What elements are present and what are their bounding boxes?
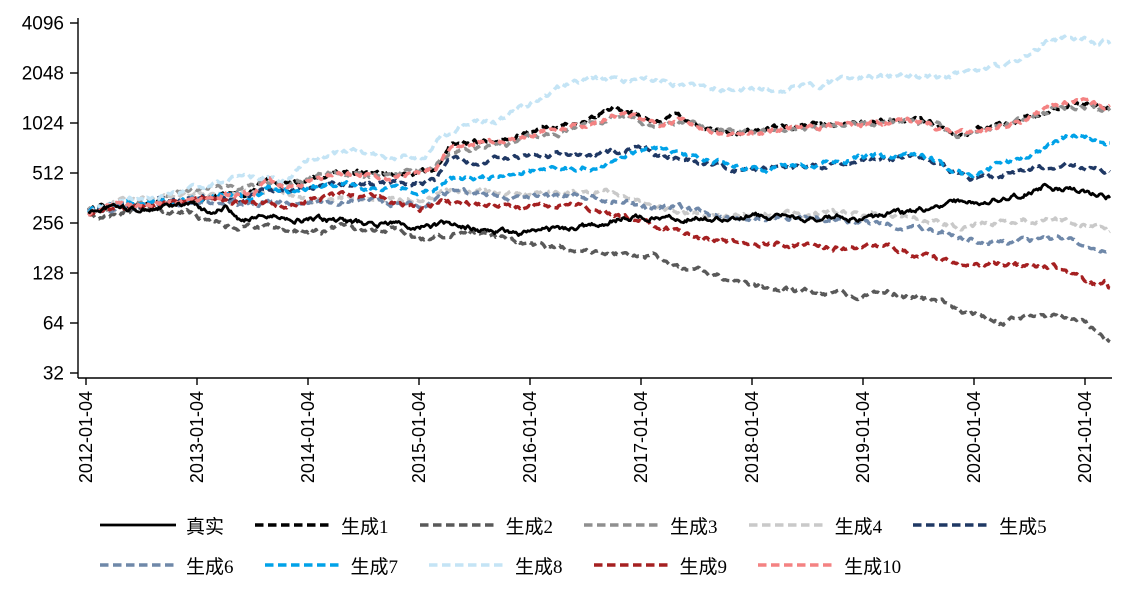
series-line-generated-8	[87, 34, 1112, 214]
x-tick-label: 2019-01-04	[853, 391, 873, 483]
y-tick-label: 128	[32, 264, 64, 285]
legend-label: 生成6	[186, 556, 234, 578]
y-tick-label: 2048	[22, 64, 64, 85]
legend-label: 生成7	[350, 556, 399, 578]
x-tick-label: 2021-01-04	[1075, 391, 1095, 483]
legend-swatch-generated-8	[429, 563, 506, 567]
legend-swatch-generated-1	[255, 523, 332, 527]
legend-item-generated-9: 生成9	[593, 552, 728, 579]
y-tick-label: 4096	[22, 14, 64, 35]
series-line-generated-10	[87, 96, 1111, 216]
legend-label: 生成2	[505, 516, 554, 538]
x-tick-label: 2020-01-04	[964, 391, 984, 483]
x-tick-label: 2013-01-04	[187, 391, 207, 483]
series-line-real	[87, 182, 1112, 237]
legend-label: 生成3	[670, 516, 718, 538]
legend-item-generated-8: 生成8	[428, 552, 563, 579]
x-tick-label: 2018-01-04	[742, 391, 762, 483]
x-tick-label: 2015-01-04	[409, 391, 429, 483]
y-tick-label: 512	[32, 164, 64, 185]
legend-item-real: 真实	[99, 512, 224, 539]
legend-row-1: 真实 生成1 生成2 生成3 生成4 生成5	[0, 505, 1125, 545]
legend-item-generated-5: 生成5	[912, 512, 1047, 539]
plot-area: 4096 2048 1024 512 256 128 64 32 2012-01-04 2013-…	[22, 14, 1112, 483]
x-tick-label: 2014-01-04	[298, 391, 318, 483]
x-tick-label: 2016-01-04	[520, 391, 540, 483]
series-line-generated-9	[87, 190, 1111, 290]
series-line-generated-6	[87, 187, 1111, 255]
legend-row-2: 生成6 生成7 生成8 生成9 生成10	[0, 545, 1125, 585]
legend-item-generated-2: 生成2	[419, 512, 554, 539]
legend-swatch-generated-5	[913, 523, 990, 527]
series-line-generated-7	[86, 132, 1111, 214]
legend-swatch-generated-2	[419, 523, 496, 527]
legend-item-generated-3: 生成3	[583, 512, 718, 539]
legend-swatch-generated-10	[758, 563, 835, 567]
legend-label: 真实	[186, 516, 225, 538]
legend-swatch-generated-9	[593, 563, 670, 567]
legend-item-generated-6: 生成6	[99, 552, 234, 579]
legend-swatch-real	[100, 523, 176, 527]
legend-swatch-generated-7	[264, 563, 341, 567]
legend-label: 生成10	[844, 556, 902, 578]
legend-label: 生成1	[341, 516, 389, 538]
y-tick-label: 1024	[22, 114, 65, 135]
legend-item-generated-7: 生成7	[264, 552, 399, 579]
series-line-generated-2	[87, 205, 1111, 344]
chart-legend: 真实 生成1 生成2 生成3 生成4 生成5	[0, 505, 1125, 585]
legend-swatch-generated-4	[748, 523, 825, 527]
y-tick-label: 256	[32, 214, 64, 235]
legend-swatch-generated-6	[100, 563, 176, 567]
legend-item-generated-4: 生成4	[748, 512, 883, 539]
legend-label: 生成8	[515, 556, 563, 578]
legend-label: 生成4	[834, 516, 883, 538]
legend-label: 生成9	[679, 556, 728, 578]
series-line-generated-3	[86, 102, 1112, 215]
x-tick-label: 2017-01-04	[631, 391, 651, 483]
legend-item-generated-1: 生成1	[254, 512, 389, 539]
legend-item-generated-10: 生成10	[757, 552, 901, 579]
x-tick-label: 2012-01-04	[76, 391, 96, 483]
y-tick-label: 32	[43, 364, 64, 385]
series-line-generated-5	[87, 144, 1112, 213]
legend-label: 生成5	[999, 516, 1047, 538]
y-tick-label: 64	[43, 314, 65, 335]
legend-swatch-generated-3	[584, 523, 661, 527]
